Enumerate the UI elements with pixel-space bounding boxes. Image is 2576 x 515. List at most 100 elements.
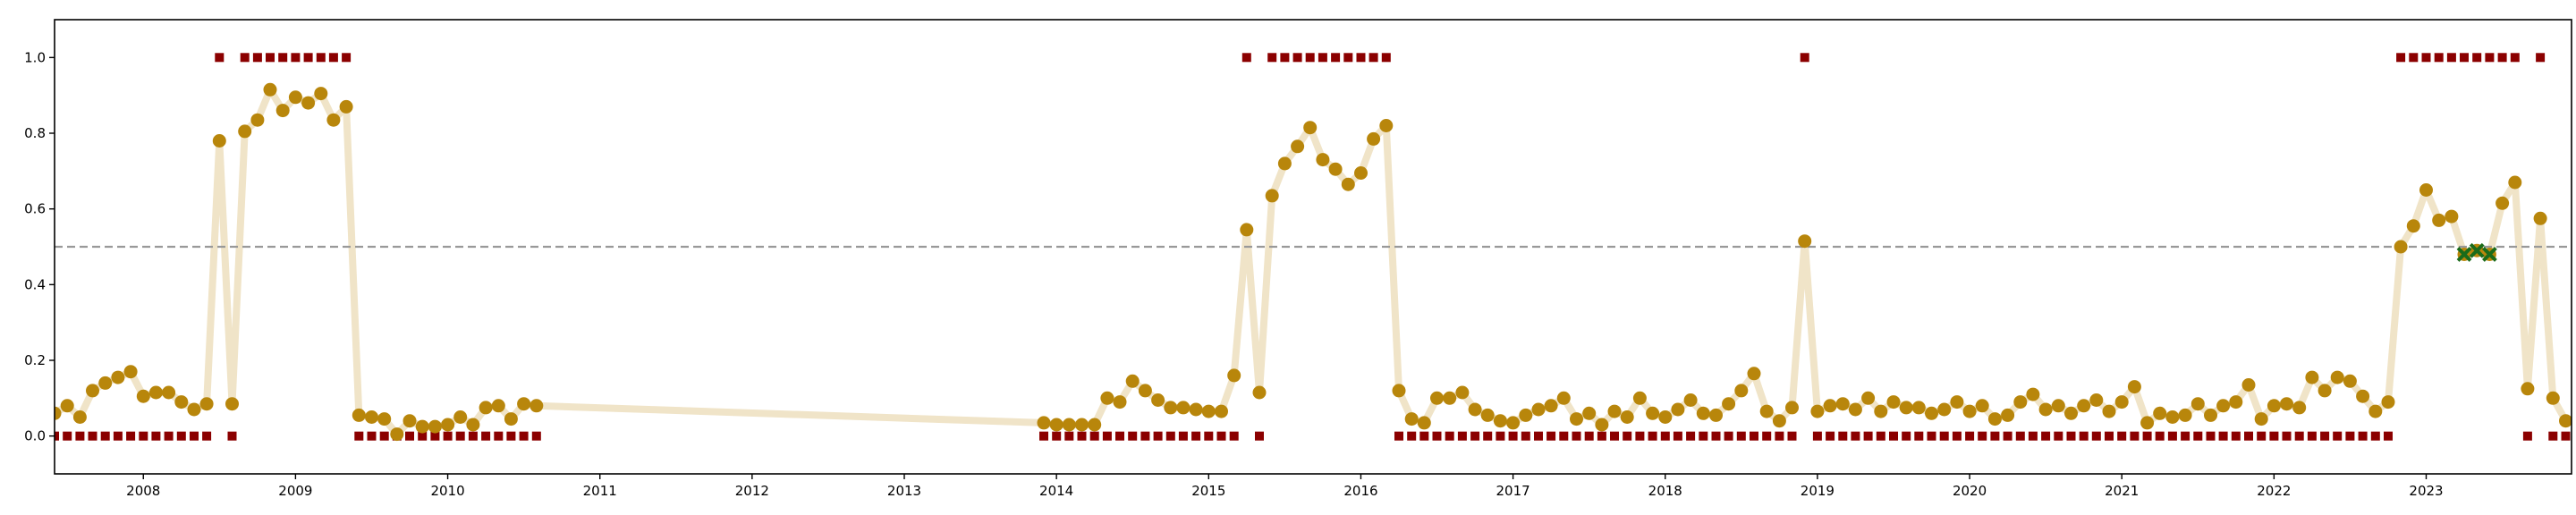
label-marker: [1623, 431, 1632, 441]
label-marker: [1331, 53, 1341, 63]
probability-point: [1468, 402, 1482, 417]
probability-point: [2064, 406, 2078, 420]
probability-point: [402, 414, 417, 428]
label-marker: [2536, 53, 2546, 63]
label-marker: [1800, 53, 1809, 63]
label-marker: [342, 53, 352, 63]
label-marker: [1736, 431, 1746, 441]
y-tick-label: 1.0: [24, 49, 46, 65]
label-marker: [1889, 431, 1898, 441]
label-marker: [1750, 431, 1758, 441]
probability-point: [136, 389, 150, 403]
label-marker: [1216, 431, 1226, 441]
label-marker: [1318, 53, 1327, 63]
label-marker: [1762, 431, 1772, 441]
probability-point: [428, 419, 442, 434]
y-tick-label: 0.6: [24, 201, 46, 217]
probability-point: [1962, 404, 1977, 418]
probability-point: [1886, 395, 1901, 409]
label-marker: [2522, 431, 2532, 441]
label-marker: [468, 431, 478, 441]
probability-point: [314, 87, 328, 101]
probability-point: [415, 419, 429, 434]
label-marker: [2333, 431, 2343, 441]
probability-point: [2368, 404, 2383, 418]
label-marker: [75, 431, 85, 441]
label-marker: [2130, 431, 2140, 441]
probability-point: [162, 385, 176, 400]
probability-point: [1215, 404, 1228, 418]
flagged-marker-stroke: [2469, 242, 2485, 258]
label-marker: [2257, 431, 2267, 441]
probability-point: [2406, 219, 2420, 233]
probability-point: [1455, 385, 1470, 400]
probability-point: [1925, 406, 1938, 420]
probability-point: [2190, 397, 2205, 411]
probability-point: [352, 408, 366, 422]
label-marker: [2497, 53, 2507, 63]
label-marker: [1902, 431, 1911, 441]
label-marker: [2041, 431, 2051, 441]
probability-point: [1303, 121, 1318, 135]
label-marker: [1165, 431, 1175, 441]
label-marker: [2218, 431, 2228, 441]
x-tick-label: 2021: [2105, 483, 2139, 499]
probability-point: [1164, 401, 1178, 415]
probability-point: [301, 96, 316, 110]
label-marker: [100, 431, 110, 441]
label-marker: [1089, 431, 1099, 441]
probability-point: [263, 82, 277, 97]
label-marker: [1204, 431, 1214, 441]
probability-point: [72, 410, 87, 424]
probability-point: [2114, 395, 2129, 409]
y-tick-label: 0.0: [24, 428, 46, 444]
label-marker: [2231, 431, 2241, 441]
probability-point: [2546, 391, 2560, 405]
label-marker: [55, 431, 59, 441]
label-marker: [1381, 53, 1391, 63]
label-marker: [2015, 431, 2025, 441]
label-marker: [1812, 431, 1822, 441]
x-tick-label: 2008: [126, 483, 160, 499]
label-marker: [2409, 53, 2419, 63]
axes: 0.0 0.2 0.4 0.6 0.8 1.0 2008 2009 2010 2011 2012 20…: [24, 19, 2572, 499]
flagged-marker: [2456, 247, 2472, 262]
probability-point: [1570, 412, 1583, 426]
label-marker: [278, 53, 288, 63]
probability-point: [225, 397, 239, 411]
probability-point: [148, 385, 163, 400]
label-marker: [328, 53, 338, 63]
probability-point: [199, 397, 214, 411]
probability-point: [2204, 408, 2217, 422]
label-marker: [443, 431, 453, 441]
label-marker: [63, 431, 72, 441]
probability-point: [1544, 399, 1558, 413]
label-marker: [1052, 431, 1062, 441]
probability-point: [1100, 391, 1114, 405]
y-tick-label: 0.8: [24, 125, 46, 141]
probability-point: [1810, 404, 1825, 418]
probability-point: [2140, 416, 2155, 430]
label-marker: [1292, 53, 1302, 63]
label-marker: [1457, 431, 1467, 441]
label-marker: [1851, 431, 1860, 441]
label-marker: [2396, 53, 2406, 63]
label-marker: [1939, 431, 1949, 441]
x-tick-label: 2022: [2257, 483, 2291, 499]
label-marker: [1077, 431, 1087, 441]
label-marker: [1952, 431, 1962, 441]
probability-point: [1443, 391, 1457, 405]
probability-point: [2356, 389, 2370, 403]
probability-point: [530, 399, 544, 413]
probability-point: [1201, 404, 1216, 418]
label-marker: [481, 431, 491, 441]
label-marker: [2117, 431, 2127, 441]
probability-point: [1848, 402, 1862, 417]
probability-point: [1620, 410, 1634, 424]
probability-point: [2267, 399, 2281, 413]
x-tick-label: 2018: [1648, 483, 1682, 499]
label-marker: [1483, 431, 1493, 441]
x-tick-label: 2023: [2409, 483, 2443, 499]
plot-area: [55, 53, 2572, 442]
probability-point: [1595, 418, 1609, 432]
